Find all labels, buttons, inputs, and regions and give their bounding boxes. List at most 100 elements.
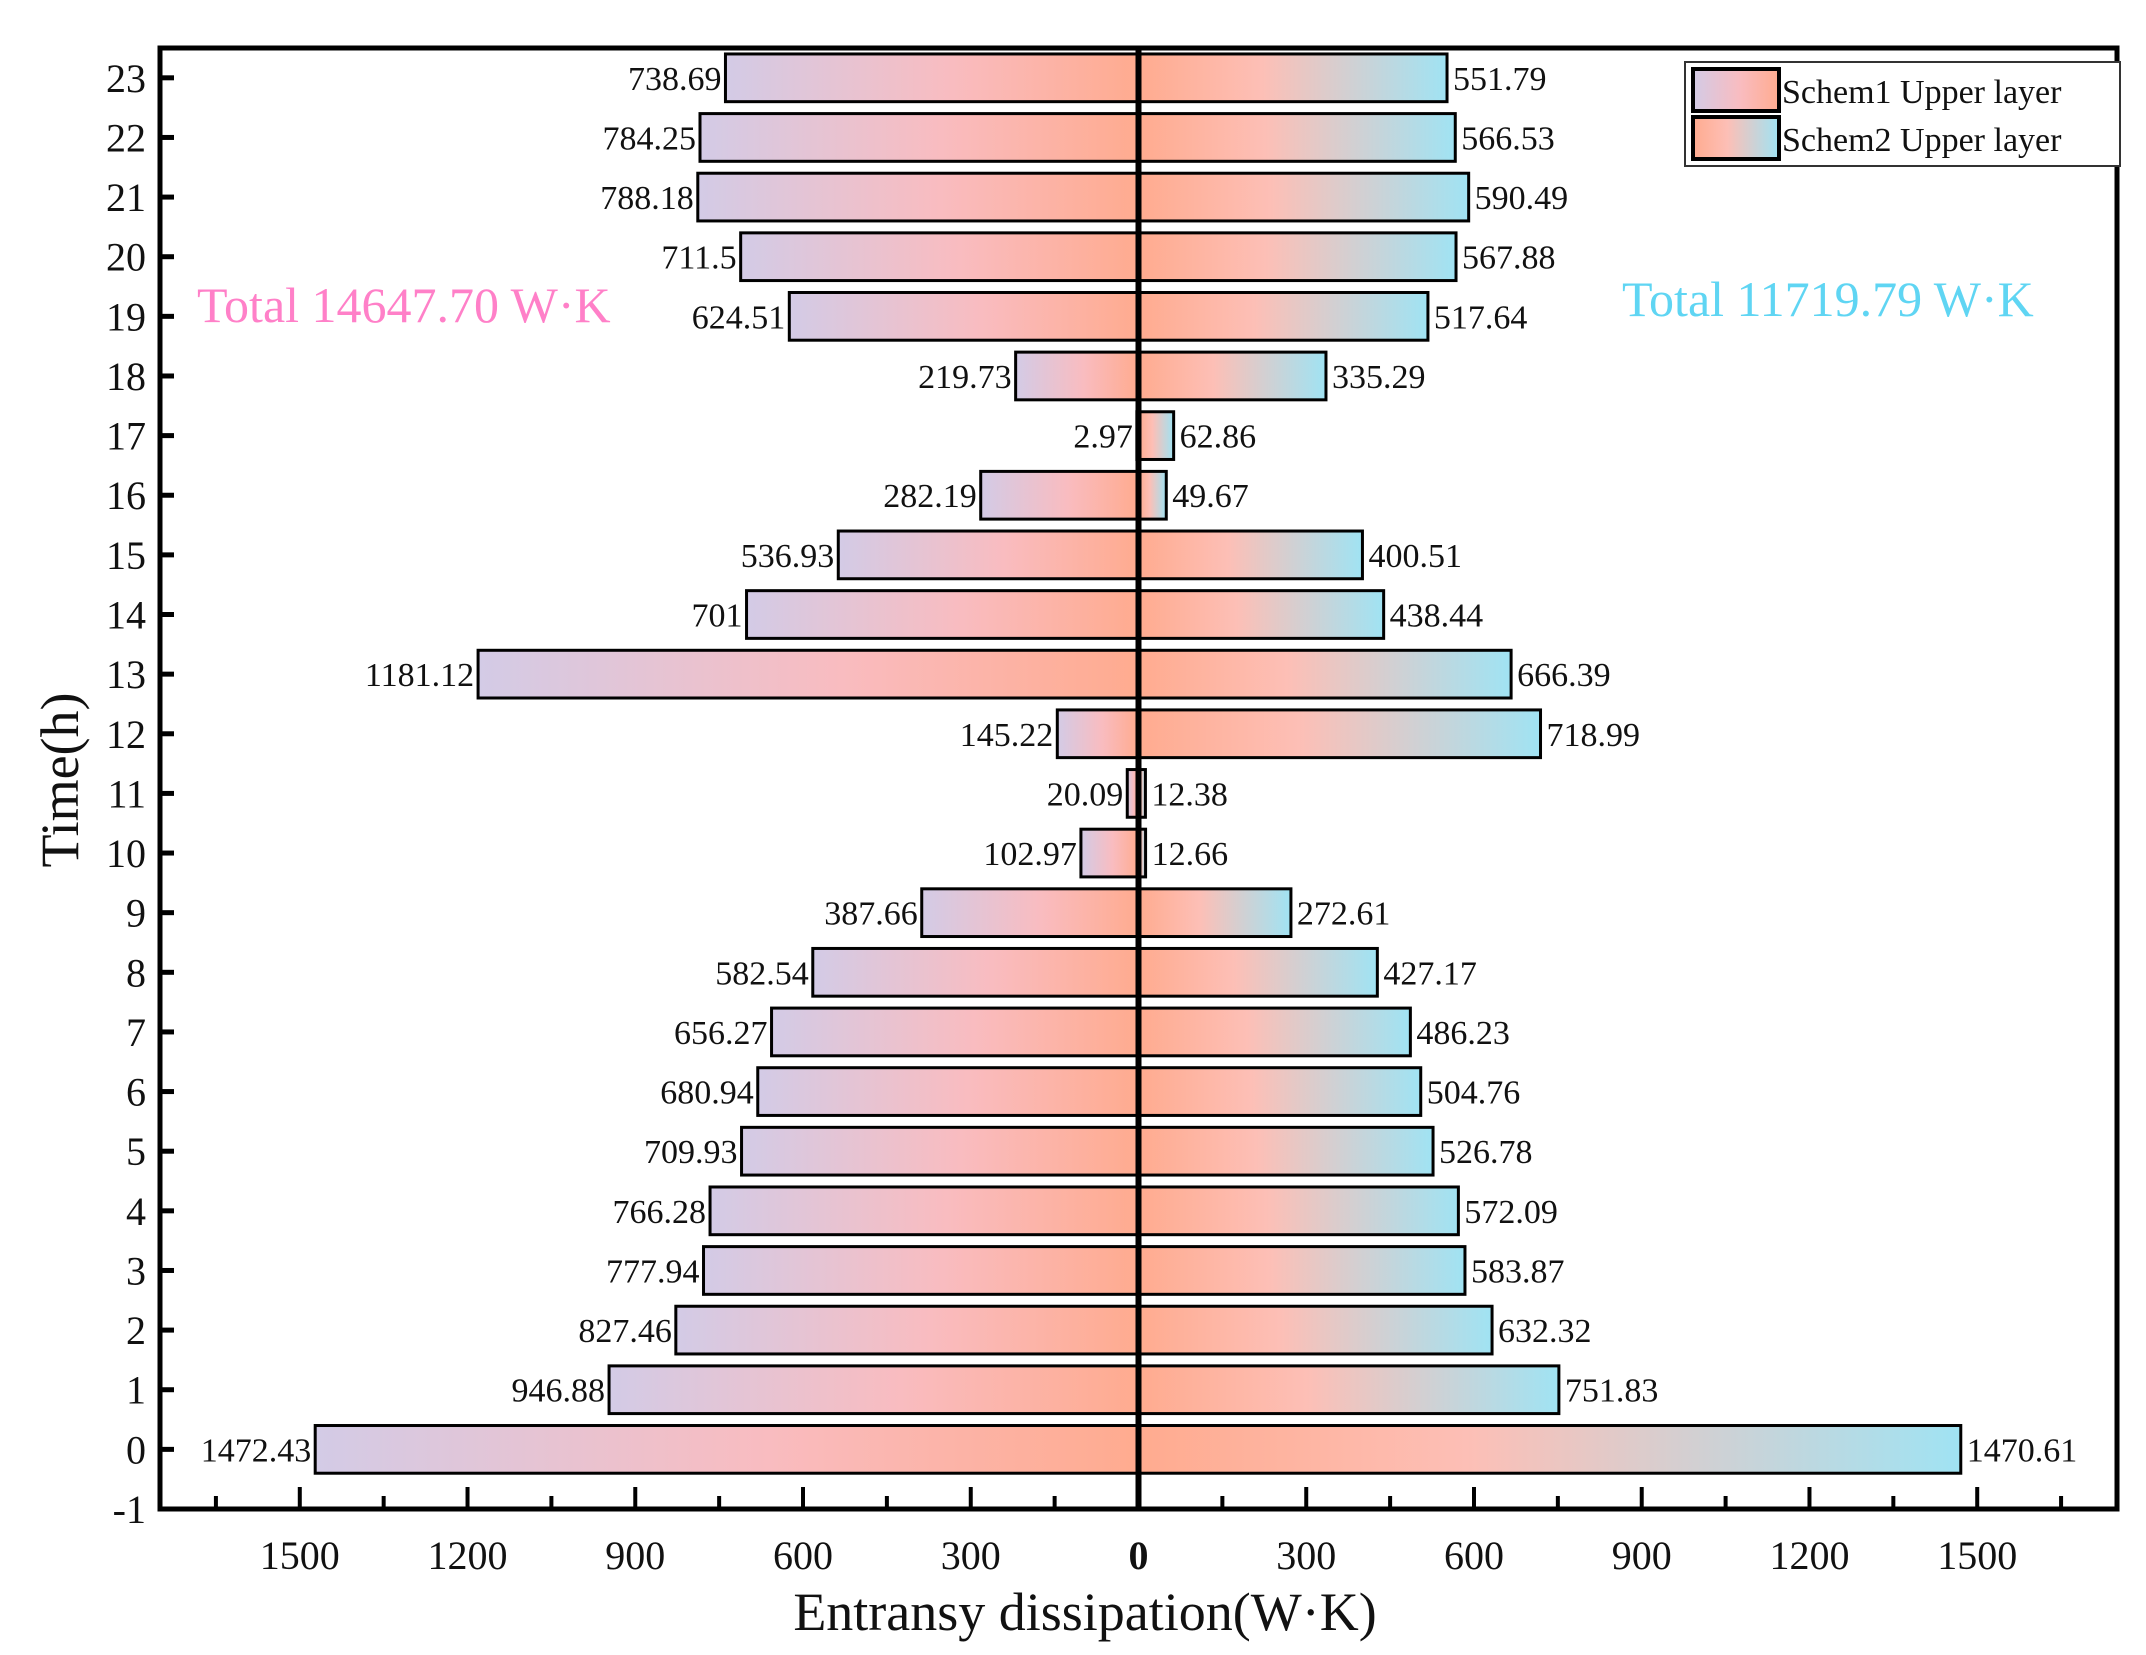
bar-schem1-hour-18 xyxy=(1014,350,1140,402)
y-tick-label: 7 xyxy=(126,1010,146,1055)
bar-schem1-hour-1 xyxy=(607,1364,1140,1416)
value-label-schem2-hour-21: 590.49 xyxy=(1475,180,1569,217)
value-label-schem1-hour-16: 282.19 xyxy=(883,478,977,515)
y-tick-label: 3 xyxy=(126,1248,146,1293)
bar-schem1-hour-6 xyxy=(756,1066,1140,1117)
bar-schem2-hour-2 xyxy=(1137,1304,1494,1356)
y-tick-label: 4 xyxy=(126,1189,146,1234)
bar-schem2-hour-8 xyxy=(1137,946,1379,998)
bar-schem1-hour-12 xyxy=(1055,708,1140,760)
x-tick-label: 0 xyxy=(1129,1533,1149,1578)
value-label-schem2-hour-22: 566.53 xyxy=(1461,120,1555,157)
bar-schem2-hour-19 xyxy=(1137,290,1430,342)
y-tick-label: 11 xyxy=(107,771,146,816)
value-label-schem2-hour-6: 504.76 xyxy=(1427,1075,1521,1112)
bar-schem1-hour-21 xyxy=(696,171,1141,223)
bar-schem1-hour-20 xyxy=(739,231,1140,283)
value-label-schem1-hour-15: 536.93 xyxy=(741,538,835,575)
value-label-schem2-hour-13: 666.39 xyxy=(1517,657,1611,694)
value-label-schem1-hour-19: 624.51 xyxy=(692,299,786,336)
value-label-schem1-hour-6: 680.94 xyxy=(660,1075,754,1112)
bar-schem2-hour-15 xyxy=(1137,529,1364,581)
value-label-schem2-hour-14: 438.44 xyxy=(1390,598,1484,635)
total-right-annotation: Total 11719.79 W·K xyxy=(1622,271,2034,327)
y-tick-label: 2 xyxy=(126,1308,146,1353)
value-label-schem2-hour-1: 751.83 xyxy=(1565,1373,1659,1410)
value-label-schem1-hour-14: 701 xyxy=(692,598,743,635)
value-label-schem2-hour-2: 632.32 xyxy=(1498,1313,1592,1350)
y-tick-label: 0 xyxy=(126,1427,146,1472)
value-label-schem2-hour-20: 567.88 xyxy=(1462,240,1556,277)
value-label-schem1-hour-5: 709.93 xyxy=(644,1134,738,1171)
bar-schem2-hour-0 xyxy=(1137,1424,1963,1475)
legend-swatch-schem1 xyxy=(1691,67,1781,113)
bar-schem2-hour-9 xyxy=(1137,887,1293,939)
y-tick-label: 14 xyxy=(106,593,146,638)
bar-schem2-hour-12 xyxy=(1137,708,1543,760)
legend-swatch-schem2 xyxy=(1691,115,1781,161)
x-tick-label: 900 xyxy=(605,1533,665,1578)
y-tick-label: 13 xyxy=(106,652,146,697)
value-label-schem1-hour-17: 2.97 xyxy=(1073,419,1133,456)
value-label-schem1-hour-22: 784.25 xyxy=(602,120,696,157)
value-label-schem2-hour-8: 427.17 xyxy=(1383,955,1477,992)
bar-schem1-hour-22 xyxy=(698,112,1140,163)
value-label-schem1-hour-23: 738.69 xyxy=(628,61,722,98)
bar-schem2-hour-1 xyxy=(1137,1364,1561,1416)
bar-schem1-hour-2 xyxy=(674,1304,1140,1356)
value-label-schem1-hour-13: 1181.12 xyxy=(365,657,474,694)
value-label-schem1-hour-21: 788.18 xyxy=(600,180,694,217)
value-label-schem1-hour-11: 20.09 xyxy=(1047,776,1124,813)
x-tick-label: 1500 xyxy=(260,1533,340,1578)
value-label-schem2-hour-16: 49.67 xyxy=(1172,478,1249,515)
value-label-schem2-hour-7: 486.23 xyxy=(1416,1015,1510,1052)
y-tick-label: 16 xyxy=(106,473,146,518)
y-tick-label: 19 xyxy=(106,294,146,339)
y-tick-label: 20 xyxy=(106,235,146,280)
legend: Schem1 Upper layer Schem2 Upper layer xyxy=(1684,61,2121,167)
value-label-schem2-hour-0: 1470.61 xyxy=(1967,1432,2078,1469)
x-tick-label: 1500 xyxy=(1937,1533,2017,1578)
value-label-schem1-hour-0: 1472.43 xyxy=(201,1432,312,1469)
bar-schem2-hour-16 xyxy=(1137,469,1168,521)
bar-schem1-hour-13 xyxy=(476,648,1140,700)
y-tick-label: 18 xyxy=(106,354,146,399)
value-label-schem2-hour-10: 12.66 xyxy=(1152,836,1229,873)
x-tick-label: 1200 xyxy=(1769,1533,1849,1578)
value-label-schem1-hour-9: 387.66 xyxy=(824,896,918,933)
y-axis-title: Time(h) xyxy=(30,692,90,867)
y-tick-label: -1 xyxy=(113,1487,146,1532)
value-label-schem1-hour-8: 582.54 xyxy=(715,955,809,992)
bar-schem1-hour-15 xyxy=(836,529,1140,581)
bar-schem1-hour-4 xyxy=(708,1185,1141,1237)
bar-schem2-hour-17 xyxy=(1137,410,1176,461)
bar-schem1-hour-10 xyxy=(1079,827,1140,879)
value-label-schem2-hour-12: 718.99 xyxy=(1547,717,1641,754)
value-label-schem1-hour-3: 777.94 xyxy=(606,1253,700,1290)
x-axis-title: Entransy dissipation(W·K) xyxy=(793,1582,1376,1642)
legend-label-schem2: Schem2 Upper layer xyxy=(1782,122,2062,159)
value-label-schem1-hour-18: 219.73 xyxy=(918,359,1012,396)
x-tick-label: 300 xyxy=(1276,1533,1336,1578)
value-label-schem1-hour-4: 766.28 xyxy=(613,1194,707,1231)
bar-schem1-hour-8 xyxy=(811,946,1140,998)
bar-schem1-hour-0 xyxy=(313,1424,1140,1475)
y-tick-label: 15 xyxy=(106,533,146,578)
bar-schem2-hour-7 xyxy=(1137,1006,1412,1058)
bar-schem2-hour-3 xyxy=(1137,1245,1467,1296)
value-label-schem1-hour-12: 145.22 xyxy=(960,717,1054,754)
x-tick-label: 600 xyxy=(1444,1533,1504,1578)
bar-schem1-hour-7 xyxy=(770,1006,1140,1058)
bar-schem1-hour-16 xyxy=(979,469,1140,521)
value-label-schem1-hour-10: 102.97 xyxy=(983,836,1077,873)
y-tick-label: 1 xyxy=(126,1368,146,1413)
y-tick-label: 9 xyxy=(126,891,146,936)
x-axis: 1500 1200 900 600 300 0 300 600 900 1200 1500 xyxy=(213,1487,2064,1578)
value-label-schem2-hour-15: 400.51 xyxy=(1368,538,1462,575)
bar-schem1-hour-3 xyxy=(702,1245,1140,1296)
bar-schem2-hour-20 xyxy=(1137,231,1458,283)
value-label-schem1-hour-7: 656.27 xyxy=(674,1015,768,1052)
bar-schem2-hour-6 xyxy=(1137,1066,1423,1117)
